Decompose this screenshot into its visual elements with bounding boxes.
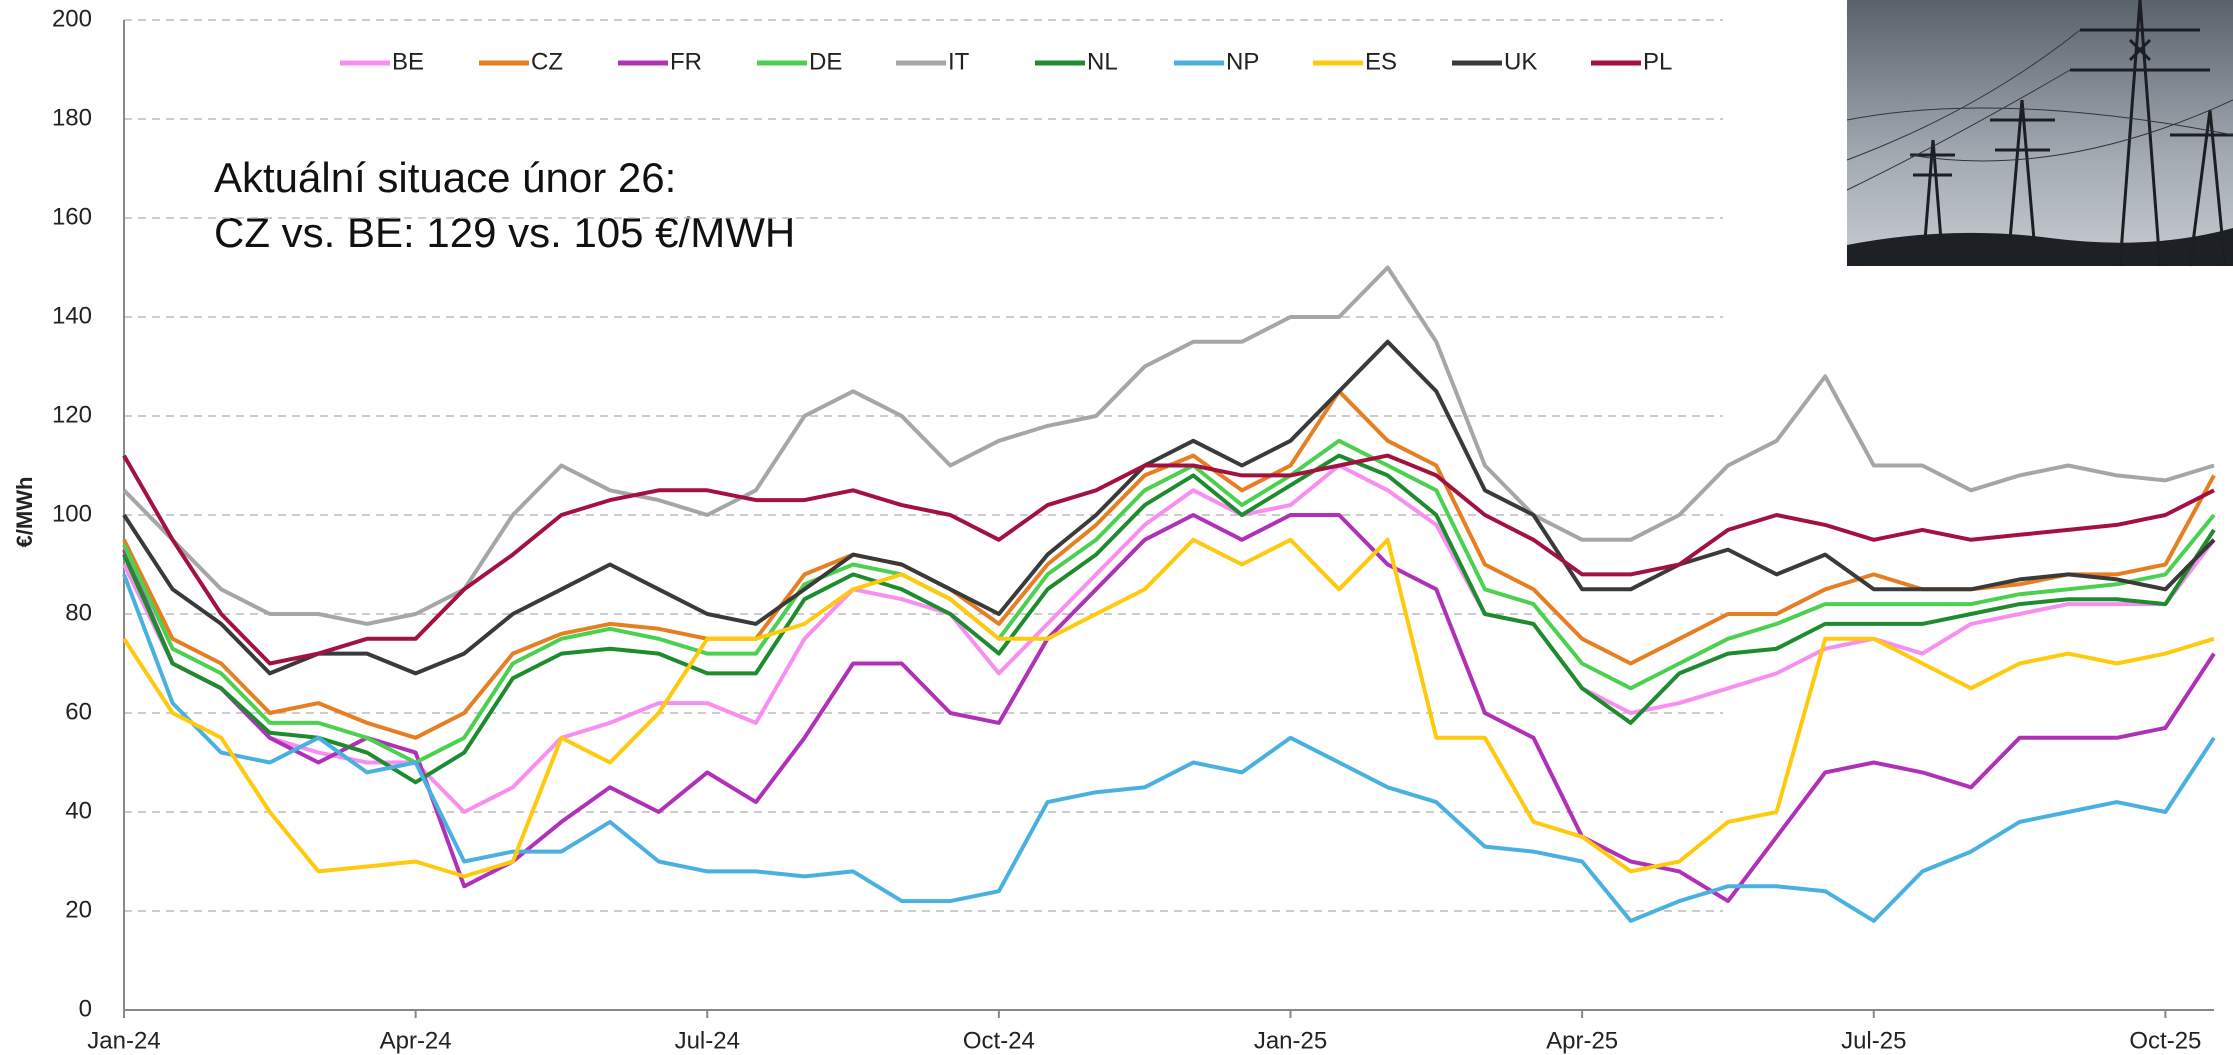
chart: Aktuální situace únor 26: CZ vs. BE: 129…	[0, 0, 2233, 1055]
y-tick-label: 80	[65, 599, 92, 626]
y-tick-label: 40	[65, 797, 92, 824]
y-tick-label: 120	[52, 401, 92, 428]
annotation: CZ vs. BE: 129 vs. 105 €/MWH	[214, 209, 795, 256]
legend-label: FR	[670, 48, 702, 75]
legend-label: NP	[1226, 48, 1259, 75]
x-tick-label: Oct-25	[2129, 1027, 2201, 1054]
series-line	[124, 515, 2214, 901]
legend-label: DE	[809, 48, 842, 75]
x-tick-label: Apr-25	[1546, 1027, 1618, 1054]
y-axis-label: €/MWh	[12, 477, 37, 548]
y-tick-label: 0	[79, 995, 92, 1022]
y-tick-label: 100	[52, 500, 92, 527]
x-tick-label: Jan-25	[1254, 1027, 1327, 1054]
legend-label: ES	[1365, 48, 1397, 75]
x-tick-label: Apr-24	[380, 1027, 452, 1054]
y-tick-label: 140	[52, 302, 92, 329]
x-tick-label: Jan-24	[87, 1027, 160, 1054]
legend-label: PL	[1643, 48, 1672, 75]
y-tick-label: 160	[52, 203, 92, 230]
series-line	[124, 456, 2214, 664]
x-tick-label: Jul-25	[1841, 1027, 1906, 1054]
series-line	[124, 466, 2214, 813]
photo	[1847, 0, 2233, 266]
legend-label: NL	[1087, 48, 1118, 75]
legend-label: CZ	[531, 48, 563, 75]
annotation: Aktuální situace únor 26:	[214, 154, 676, 201]
legend-label: BE	[392, 48, 424, 75]
legend-label: UK	[1504, 48, 1537, 75]
x-tick-label: Oct-24	[963, 1027, 1035, 1054]
legend-label: IT	[948, 48, 970, 75]
y-tick-label: 60	[65, 698, 92, 725]
x-tick-label: Jul-24	[675, 1027, 740, 1054]
y-tick-label: 20	[65, 896, 92, 923]
y-tick-label: 200	[52, 5, 92, 32]
y-tick-label: 180	[52, 104, 92, 131]
series-line	[124, 268, 2214, 624]
